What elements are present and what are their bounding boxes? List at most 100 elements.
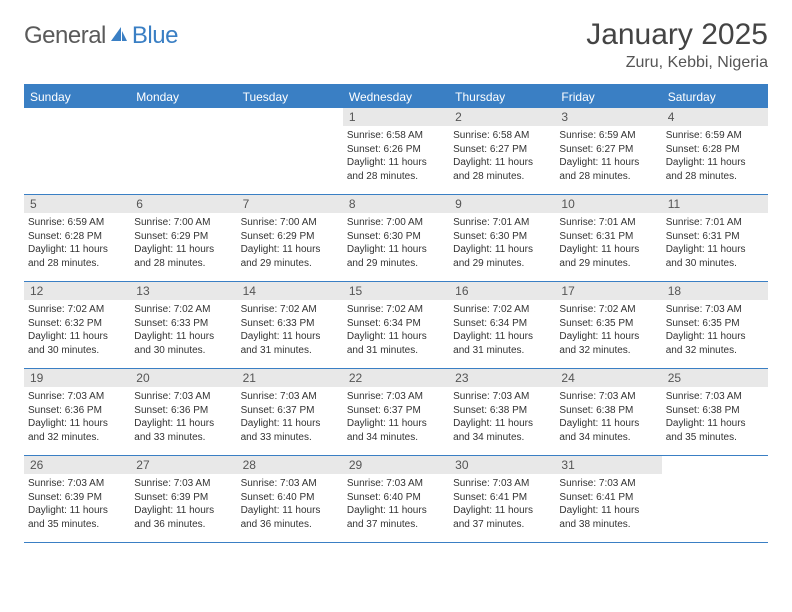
day-number: 8	[343, 195, 449, 213]
day-cell	[237, 108, 343, 194]
day-cell: 24 Sunrise: 7:03 AMSunset: 6:38 PMDayligh…	[555, 369, 661, 455]
title-block: January 2025 Zuru, Kebbi, Nigeria	[586, 18, 768, 72]
day-cell: 1Sunrise: 6:58 AMSunset: 6:26 PMDaylight…	[343, 108, 449, 194]
day-info: Sunrise: 7:03 AMSunset: 6:38 PMDaylight:…	[559, 390, 657, 444]
day-number: 25	[662, 369, 768, 387]
day-info: Sunrise: 7:03 AMSunset: 6:35 PMDaylight:…	[666, 303, 764, 357]
day-cell: 7Sunrise: 7:00 AMSunset: 6:29 PMDaylight…	[237, 195, 343, 281]
day-number: 9	[449, 195, 555, 213]
sunset-text: Sunset: 6:32 PM	[28, 317, 126, 331]
sunrise-text: Sunrise: 7:03 AM	[453, 477, 551, 491]
sunrise-text: Sunrise: 6:59 AM	[666, 129, 764, 143]
sunset-text: Sunset: 6:31 PM	[559, 230, 657, 244]
day-cell: 10Sunrise: 7:01 AMSunset: 6:31 PMDayligh…	[555, 195, 661, 281]
day-header-cell: Sunday	[24, 86, 130, 108]
day-cell: 4Sunrise: 6:59 AMSunset: 6:28 PMDaylight…	[662, 108, 768, 194]
week-row: 1Sunrise: 6:58 AMSunset: 6:26 PMDaylight…	[24, 108, 768, 195]
sunrise-text: Sunrise: 7:03 AM	[28, 477, 126, 491]
day-cell: 12Sunrise: 7:02 AMSunset: 6:32 PMDayligh…	[24, 282, 130, 368]
sunset-text: Sunset: 6:38 PM	[666, 404, 764, 418]
day-cell: 30Sunrise: 7:03 AMSunset: 6:41 PMDayligh…	[449, 456, 555, 542]
sunset-text: Sunset: 6:30 PM	[453, 230, 551, 244]
daylight-text: Daylight: 11 hours and 38 minutes.	[559, 504, 657, 531]
daylight-text: Daylight: 11 hours and 28 minutes.	[134, 243, 232, 270]
header: General Blue January 2025 Zuru, Kebbi, N…	[24, 18, 768, 72]
week-row: 26Sunrise: 7:03 AMSunset: 6:39 PMDayligh…	[24, 456, 768, 543]
daylight-text: Daylight: 11 hours and 35 minutes.	[28, 504, 126, 531]
day-number: 4	[662, 108, 768, 126]
day-cell: 2Sunrise: 6:58 AMSunset: 6:27 PMDaylight…	[449, 108, 555, 194]
logo-text-2: Blue	[132, 22, 178, 50]
day-info: Sunrise: 7:03 AMSunset: 6:37 PMDaylight:…	[241, 390, 339, 444]
day-info: Sunrise: 7:03 AMSunset: 6:39 PMDaylight:…	[28, 477, 126, 531]
day-cell: 16Sunrise: 7:02 AMSunset: 6:34 PMDayligh…	[449, 282, 555, 368]
sunset-text: Sunset: 6:39 PM	[134, 491, 232, 505]
sunrise-text: Sunrise: 7:03 AM	[28, 390, 126, 404]
sunset-text: Sunset: 6:37 PM	[347, 404, 445, 418]
day-cell: 5Sunrise: 6:59 AMSunset: 6:28 PMDaylight…	[24, 195, 130, 281]
day-number: 21	[237, 369, 343, 387]
sunset-text: Sunset: 6:27 PM	[559, 143, 657, 157]
day-number: 10	[555, 195, 661, 213]
day-info: Sunrise: 7:03 AMSunset: 6:40 PMDaylight:…	[241, 477, 339, 531]
daylight-text: Daylight: 11 hours and 28 minutes.	[453, 156, 551, 183]
sunset-text: Sunset: 6:29 PM	[241, 230, 339, 244]
day-number: 15	[343, 282, 449, 300]
day-cell: 27Sunrise: 7:03 AMSunset: 6:39 PMDayligh…	[130, 456, 236, 542]
daylight-text: Daylight: 11 hours and 31 minutes.	[241, 330, 339, 357]
day-info: Sunrise: 7:01 AMSunset: 6:30 PMDaylight:…	[453, 216, 551, 270]
daylight-text: Daylight: 11 hours and 33 minutes.	[241, 417, 339, 444]
day-info: Sunrise: 7:03 AMSunset: 6:38 PMDaylight:…	[666, 390, 764, 444]
day-info: Sunrise: 7:03 AMSunset: 6:36 PMDaylight:…	[134, 390, 232, 444]
day-info: Sunrise: 7:03 AMSunset: 6:36 PMDaylight:…	[28, 390, 126, 444]
day-cell: 19Sunrise: 7:03 AMSunset: 6:36 PMDayligh…	[24, 369, 130, 455]
daylight-text: Daylight: 11 hours and 34 minutes.	[559, 417, 657, 444]
daylight-text: Daylight: 11 hours and 36 minutes.	[134, 504, 232, 531]
day-cell: 8 Sunrise: 7:00 AMSunset: 6:30 PMDaylight…	[343, 195, 449, 281]
day-header-cell: Thursday	[449, 86, 555, 108]
day-number: 26	[24, 456, 130, 474]
sunset-text: Sunset: 6:38 PM	[559, 404, 657, 418]
logo: General Blue	[24, 18, 178, 50]
sunset-text: Sunset: 6:37 PM	[241, 404, 339, 418]
day-cell: 18Sunrise: 7:03 AMSunset: 6:35 PMDayligh…	[662, 282, 768, 368]
day-info: Sunrise: 7:02 AMSunset: 6:34 PMDaylight:…	[347, 303, 445, 357]
sunrise-text: Sunrise: 6:59 AM	[28, 216, 126, 230]
day-info: Sunrise: 7:00 AMSunset: 6:30 PMDaylight:…	[347, 216, 445, 270]
day-number: 23	[449, 369, 555, 387]
day-cell: 26 Sunrise: 7:03 AMSunset: 6:39 PMDayligh…	[24, 456, 130, 542]
sunrise-text: Sunrise: 7:01 AM	[453, 216, 551, 230]
daylight-text: Daylight: 11 hours and 29 minutes.	[347, 243, 445, 270]
day-number	[662, 456, 768, 474]
sunrise-text: Sunrise: 7:03 AM	[559, 477, 657, 491]
sunrise-text: Sunrise: 7:03 AM	[559, 390, 657, 404]
sunrise-text: Sunrise: 7:03 AM	[134, 390, 232, 404]
day-number: 31	[555, 456, 661, 474]
sunset-text: Sunset: 6:26 PM	[347, 143, 445, 157]
sunset-text: Sunset: 6:33 PM	[241, 317, 339, 331]
daylight-text: Daylight: 11 hours and 29 minutes.	[241, 243, 339, 270]
daylight-text: Daylight: 11 hours and 28 minutes.	[28, 243, 126, 270]
daylight-text: Daylight: 11 hours and 29 minutes.	[559, 243, 657, 270]
sunrise-text: Sunrise: 7:03 AM	[666, 303, 764, 317]
daylight-text: Daylight: 11 hours and 37 minutes.	[347, 504, 445, 531]
sunset-text: Sunset: 6:39 PM	[28, 491, 126, 505]
day-cell: 23Sunrise: 7:03 AMSunset: 6:38 PMDayligh…	[449, 369, 555, 455]
daylight-text: Daylight: 11 hours and 28 minutes.	[559, 156, 657, 183]
sunset-text: Sunset: 6:40 PM	[347, 491, 445, 505]
day-number: 12	[24, 282, 130, 300]
day-info: Sunrise: 7:01 AMSunset: 6:31 PMDaylight:…	[666, 216, 764, 270]
sunset-text: Sunset: 6:27 PM	[453, 143, 551, 157]
sunrise-text: Sunrise: 7:02 AM	[134, 303, 232, 317]
day-header-cell: Monday	[130, 86, 236, 108]
day-info: Sunrise: 7:03 AMSunset: 6:40 PMDaylight:…	[347, 477, 445, 531]
day-info: Sunrise: 7:02 AMSunset: 6:33 PMDaylight:…	[241, 303, 339, 357]
day-number: 24	[555, 369, 661, 387]
daylight-text: Daylight: 11 hours and 32 minutes.	[28, 417, 126, 444]
daylight-text: Daylight: 11 hours and 28 minutes.	[666, 156, 764, 183]
sunset-text: Sunset: 6:34 PM	[453, 317, 551, 331]
day-header-cell: Friday	[555, 86, 661, 108]
daylight-text: Daylight: 11 hours and 36 minutes.	[241, 504, 339, 531]
day-info: Sunrise: 7:02 AMSunset: 6:33 PMDaylight:…	[134, 303, 232, 357]
sunrise-text: Sunrise: 6:59 AM	[559, 129, 657, 143]
